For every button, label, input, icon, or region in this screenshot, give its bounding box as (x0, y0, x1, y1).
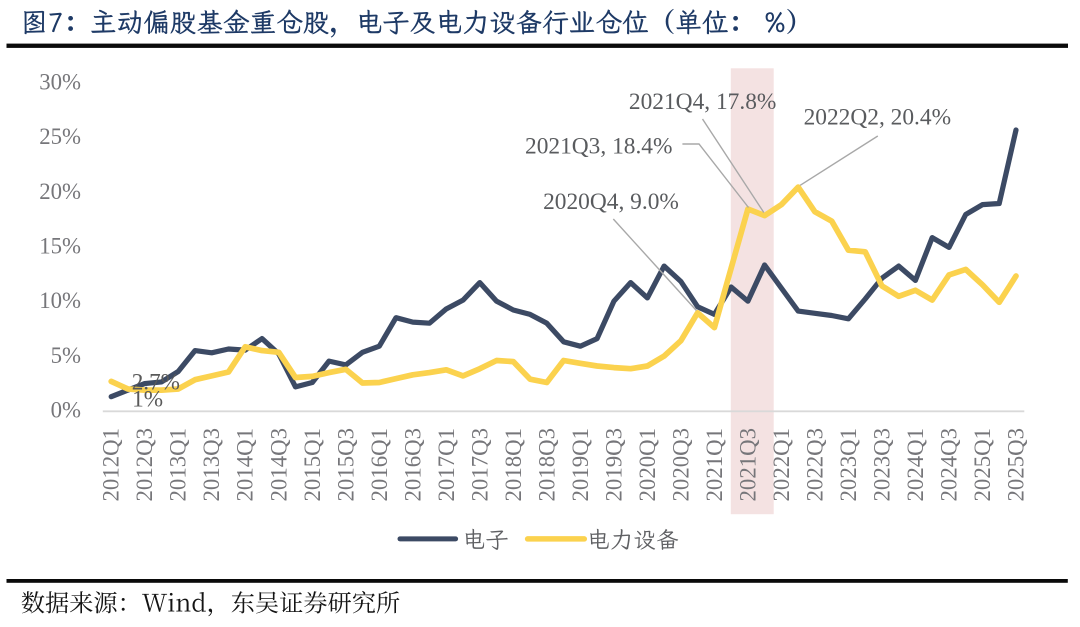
svg-text:10%: 10% (39, 288, 81, 313)
svg-text:2016Q3: 2016Q3 (400, 428, 425, 501)
svg-text:0%: 0% (51, 398, 81, 423)
svg-text:5%: 5% (51, 343, 81, 368)
svg-text:2024Q3: 2024Q3 (937, 428, 962, 501)
svg-text:2017Q3: 2017Q3 (467, 428, 492, 501)
svg-text:2018Q3: 2018Q3 (534, 428, 559, 501)
svg-text:2016Q1: 2016Q1 (367, 428, 392, 501)
svg-text:2022Q3: 2022Q3 (802, 428, 827, 501)
svg-text:2.7%: 2.7% (132, 370, 180, 396)
svg-text:2012Q1: 2012Q1 (99, 428, 124, 501)
svg-text:2020Q4, 9.0%: 2020Q4, 9.0% (543, 189, 679, 215)
svg-text:2020Q3: 2020Q3 (668, 428, 693, 501)
svg-text:2019Q3: 2019Q3 (601, 428, 626, 501)
svg-text:2022Q1: 2022Q1 (769, 428, 794, 501)
svg-text:2014Q1: 2014Q1 (233, 428, 258, 501)
svg-text:2025Q3: 2025Q3 (1004, 428, 1029, 501)
svg-text:2012Q3: 2012Q3 (132, 428, 157, 501)
svg-text:2025Q1: 2025Q1 (970, 428, 995, 501)
svg-text:2023Q1: 2023Q1 (836, 428, 861, 501)
svg-text:2019Q1: 2019Q1 (568, 428, 593, 501)
svg-text:2013Q1: 2013Q1 (166, 428, 191, 501)
svg-text:2013Q3: 2013Q3 (199, 428, 224, 501)
svg-text:2022Q2, 20.4%: 2022Q2, 20.4% (804, 105, 951, 131)
svg-text:2024Q1: 2024Q1 (903, 428, 928, 501)
svg-text:1%: 1% (132, 387, 163, 413)
svg-text:2021Q3: 2021Q3 (735, 428, 760, 501)
svg-text:20%: 20% (39, 179, 81, 204)
svg-text:2014Q3: 2014Q3 (266, 428, 291, 501)
svg-text:2017Q1: 2017Q1 (434, 428, 459, 501)
svg-text:2021Q4, 17.8%: 2021Q4, 17.8% (629, 89, 776, 115)
svg-text:2021Q3, 18.4%: 2021Q3, 18.4% (525, 134, 672, 160)
svg-text:2023Q3: 2023Q3 (869, 428, 894, 501)
svg-text:2015Q3: 2015Q3 (333, 428, 358, 501)
svg-text:25%: 25% (39, 124, 81, 149)
svg-text:15%: 15% (39, 234, 81, 259)
svg-text:2015Q1: 2015Q1 (300, 428, 325, 501)
svg-text:2021Q1: 2021Q1 (702, 428, 727, 501)
svg-text:2018Q1: 2018Q1 (501, 428, 526, 501)
svg-text:2020Q1: 2020Q1 (635, 428, 660, 501)
svg-text:30%: 30% (39, 70, 81, 95)
